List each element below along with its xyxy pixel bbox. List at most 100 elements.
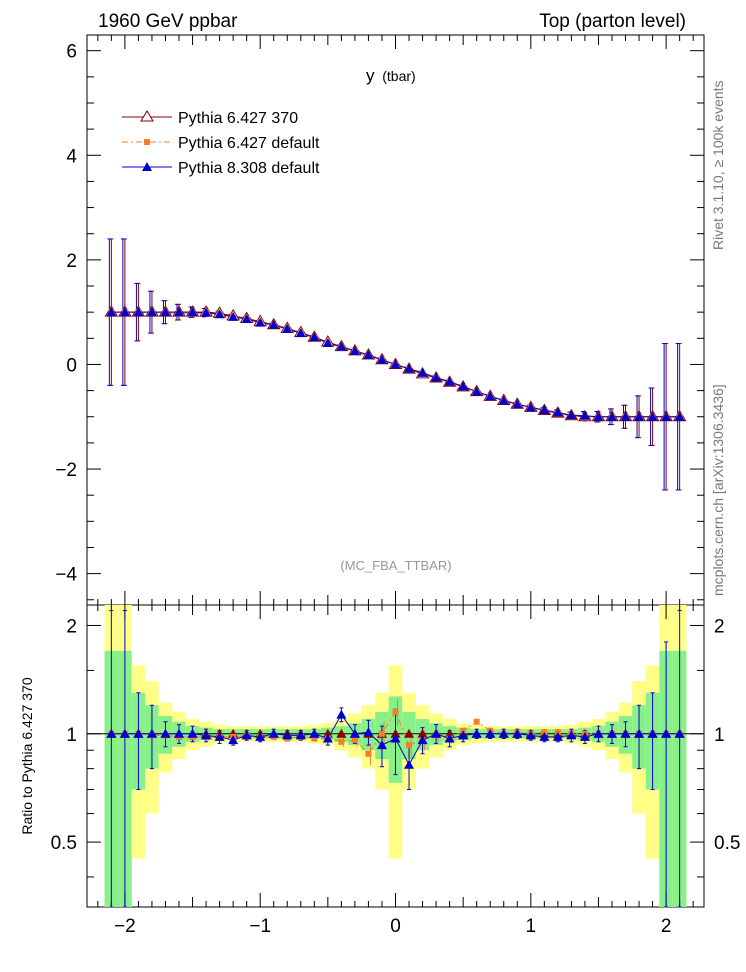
- ratio-p6-point: [338, 738, 345, 745]
- ratio-p8-point: [674, 728, 685, 738]
- p8-point: [309, 332, 320, 342]
- p8-point: [119, 307, 130, 317]
- main-ytick-label: 6: [66, 42, 77, 63]
- ratio-p8-point: [579, 731, 590, 741]
- ratio-p6-point: [406, 742, 413, 749]
- p8-point: [674, 411, 685, 421]
- p8-point: [471, 386, 482, 396]
- ratio-p8-point: [282, 730, 293, 740]
- ratio-p6-point: [378, 730, 385, 737]
- ratio-xtick-label: 2: [661, 916, 672, 937]
- ratio-p8-point: [647, 728, 658, 738]
- ratio-p8-point: [525, 730, 536, 740]
- p8-point: [431, 372, 442, 382]
- ratio-p6-point: [351, 737, 358, 744]
- ratio-p8-point: [634, 728, 645, 738]
- p8-point: [187, 307, 198, 317]
- plot-title: y (tbar): [366, 66, 416, 85]
- ratio-ytick-label-right: 0.5: [714, 833, 740, 854]
- ratio-xtick-label: 0: [390, 916, 401, 937]
- legend-marker-square: [144, 139, 150, 145]
- ratio-p8-point: [404, 759, 415, 769]
- p8-point: [390, 359, 401, 369]
- ratio-p6-point: [365, 750, 372, 757]
- p8-point: [282, 323, 293, 333]
- ratio-ref-point: [404, 728, 415, 738]
- ratio-ref-point: [390, 728, 401, 738]
- ratio-ref-point: [322, 728, 333, 738]
- ratio-p8-point: [187, 728, 198, 738]
- p8-point: [566, 410, 577, 420]
- p8-point: [241, 313, 252, 323]
- ratio-ref-point: [444, 728, 455, 738]
- legend: Pythia 6.427 370 Pythia 6.427 default Py…: [122, 110, 320, 177]
- p8-point: [552, 407, 563, 417]
- ratio-p8-point: [119, 728, 130, 738]
- ratio-p6-point: [473, 718, 480, 725]
- p8-point: [349, 345, 360, 355]
- legend-marker-open-triangle: [140, 110, 154, 122]
- ratio-p8-point: [593, 728, 604, 738]
- ratio-p8-point: [322, 733, 333, 743]
- p8-point: [214, 309, 225, 319]
- main-ytick-label: 0: [66, 355, 77, 376]
- ratio-p8-point: [174, 728, 185, 738]
- p8-point: [268, 319, 279, 329]
- ratio-p8-point: [214, 731, 225, 741]
- ratio-p8-point: [106, 728, 117, 738]
- ratio-p8-point: [661, 728, 672, 738]
- plot-title-sub: (tbar): [382, 68, 415, 84]
- ratio-p8-point: [241, 730, 252, 740]
- ratio-p8-point: [268, 728, 279, 738]
- analysis-id-label: (MC_FBA_TTBAR): [340, 558, 451, 573]
- mcplots-url-label: mcplots.cern.ch [arXiv:1306.3436]: [710, 384, 726, 596]
- p8-point: [647, 411, 658, 421]
- ratio-p8-point: [133, 728, 144, 738]
- p8-point: [201, 307, 212, 317]
- p8-point: [634, 411, 645, 421]
- p8-point: [160, 307, 171, 317]
- ratio-p8-point: [444, 733, 455, 743]
- p8-point: [485, 391, 496, 401]
- plot-title-main: y: [366, 66, 375, 85]
- p8-point: [458, 381, 469, 391]
- ratio-ytick-label-right: 2: [714, 616, 725, 637]
- p8-point: [498, 395, 509, 405]
- ratio-ylabel: Ratio to Pythia 6.427 370: [19, 677, 35, 834]
- ratio-p8-point: [336, 709, 347, 719]
- p8-point: [512, 399, 523, 409]
- ratio-ytick-label-right: 1: [714, 725, 725, 746]
- legend-label-p6-370: Pythia 6.427 370: [178, 110, 298, 127]
- main-ytick-label: 2: [66, 251, 77, 272]
- p8-point: [336, 341, 347, 351]
- p8-point: [661, 411, 672, 421]
- p8-point: [444, 376, 455, 386]
- legend-marker-filled-triangle: [142, 162, 152, 171]
- main-ytick-label: −2: [55, 460, 77, 481]
- ratio-ytick-label: 2: [66, 616, 77, 637]
- p8-point: [106, 307, 117, 317]
- ratio-p8-point: [539, 731, 550, 741]
- p8-point: [539, 404, 550, 414]
- ratio-p8-point: [458, 730, 469, 740]
- ratio-p8-point: [349, 728, 360, 738]
- ratio-p8-point: [620, 728, 631, 738]
- p8-point: [376, 354, 387, 364]
- ratio-p8-point: [390, 733, 401, 743]
- ratio-p8-point: [295, 730, 306, 740]
- p8-point: [322, 338, 333, 348]
- ratio-p8-point: [566, 730, 577, 740]
- legend-entry-p6-370: Pythia 6.427 370: [122, 110, 298, 127]
- p8-point: [146, 307, 157, 317]
- ratio-p8-point: [376, 740, 387, 750]
- p8-point: [404, 363, 415, 373]
- p8-point: [606, 411, 617, 421]
- p8-point: [133, 307, 144, 317]
- ratio-p8-point: [512, 728, 523, 738]
- ratio-xtick-label: 1: [526, 916, 537, 937]
- ratio-p8-point: [309, 728, 320, 738]
- main-ytick-label: −4: [55, 565, 77, 586]
- ratio-p8-point: [146, 728, 157, 738]
- p8-point: [579, 410, 590, 420]
- p8-point: [174, 307, 185, 317]
